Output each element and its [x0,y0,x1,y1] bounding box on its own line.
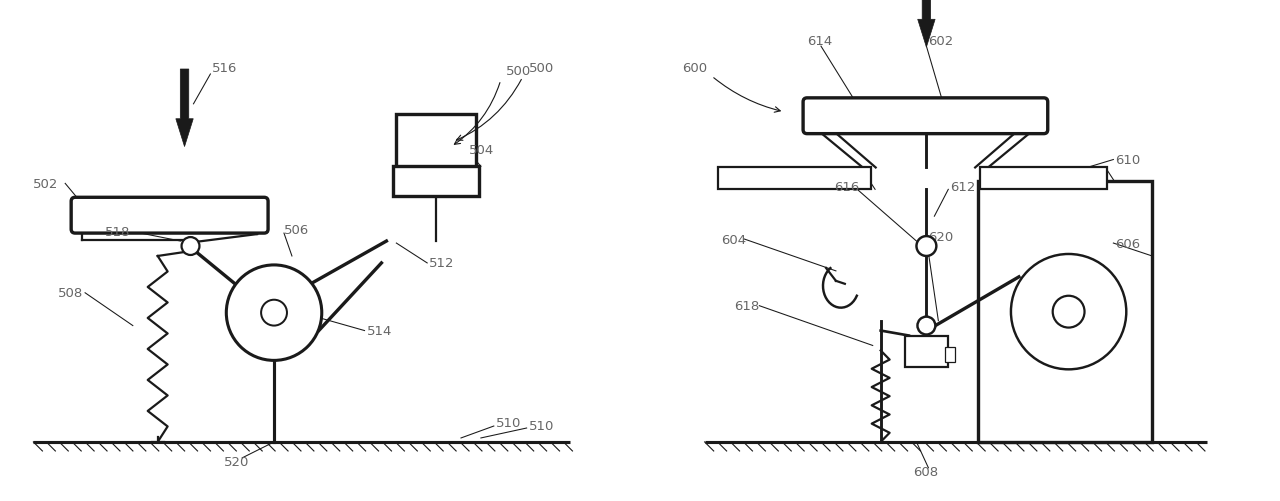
FancyBboxPatch shape [803,99,1048,134]
Text: 508: 508 [58,287,83,300]
Text: 604: 604 [722,233,746,246]
Text: 504: 504 [468,144,494,157]
Text: 514: 514 [366,325,392,337]
Circle shape [182,237,200,256]
Text: 608: 608 [914,465,938,478]
Text: 502: 502 [33,177,59,190]
Text: 602: 602 [928,35,954,48]
Text: 512: 512 [429,257,454,270]
Circle shape [1011,255,1126,370]
Ellipse shape [1030,261,1083,328]
Text: 510: 510 [529,419,554,432]
Text: 518: 518 [105,225,131,238]
Text: 520: 520 [224,455,250,468]
Bar [946,348,955,363]
Text: 500: 500 [506,64,531,77]
Circle shape [227,266,321,361]
Text: 616: 616 [835,180,859,193]
Text: 610: 610 [1115,154,1140,167]
Circle shape [1052,296,1084,328]
Text: 510: 510 [495,416,521,429]
FancyBboxPatch shape [72,198,268,233]
Bar [397,115,476,169]
Text: 614: 614 [808,35,832,48]
Bar [905,336,948,368]
Circle shape [916,236,937,257]
Text: 506: 506 [284,223,310,236]
Bar [718,168,870,190]
Text: 600: 600 [682,62,707,74]
Bar [393,167,479,197]
Text: 606: 606 [1115,237,1140,250]
Text: 620: 620 [928,230,954,243]
Polygon shape [918,0,936,48]
Circle shape [918,317,936,335]
Text: 500: 500 [529,62,554,74]
Text: 516: 516 [212,62,238,74]
Text: 618: 618 [735,300,760,313]
Circle shape [261,300,287,326]
Bar [980,168,1107,190]
Bar [978,182,1152,442]
Polygon shape [175,70,193,147]
Text: 612: 612 [950,180,975,193]
